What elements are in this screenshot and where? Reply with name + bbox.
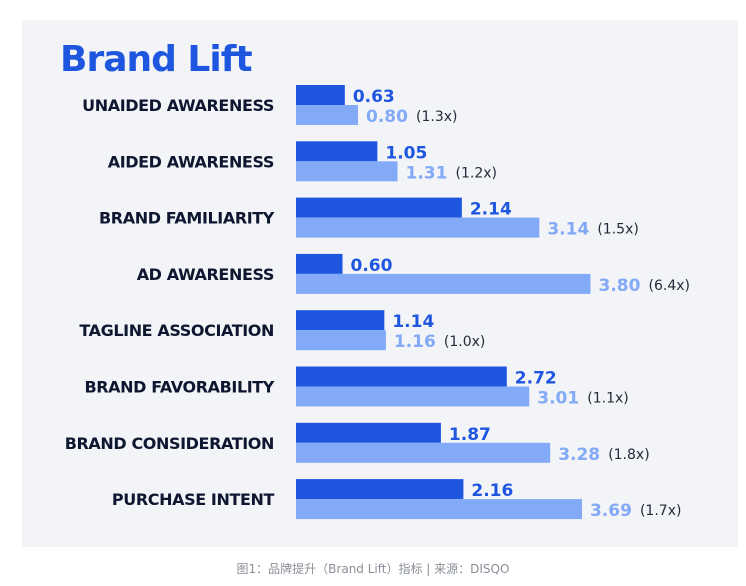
bar-series-b	[296, 499, 582, 520]
bar-series-b	[296, 442, 551, 463]
multiplier-label: (1.2x)	[456, 165, 497, 181]
category-label: AD AWARENESS	[137, 265, 274, 284]
category-label: BRAND FAMILIARITY	[99, 209, 275, 228]
data-label-series-a: 0.63	[353, 87, 395, 107]
data-label-series-b: 3.28	[558, 445, 600, 465]
data-label-series-a: 1.14	[392, 312, 434, 332]
multiplier-label: (1.5x)	[597, 222, 638, 238]
chart-title: Brand Lift	[60, 39, 252, 80]
bar-series-b	[296, 217, 540, 238]
bar-series-b	[296, 386, 530, 407]
bar-series-b	[296, 105, 358, 125]
bar-series-a	[296, 197, 462, 218]
data-label-series-a: 2.16	[471, 481, 513, 501]
category-label: BRAND CONSIDERATION	[65, 434, 274, 453]
bar-series-a	[296, 479, 464, 500]
category-label: BRAND FAVORABILITY	[84, 378, 274, 397]
multiplier-label: (1.7x)	[640, 503, 681, 519]
data-label-series-a: 1.05	[385, 143, 427, 163]
data-label-series-b: 3.14	[547, 220, 589, 240]
multiplier-label: (1.0x)	[444, 334, 485, 350]
bar-series-a	[296, 141, 378, 162]
bar-series-b	[296, 330, 386, 351]
bar-series-b	[296, 161, 398, 182]
bar-series-a	[296, 422, 441, 443]
data-label-series-b: 3.01	[537, 389, 579, 409]
data-label-series-a: 2.72	[515, 369, 557, 389]
data-label-series-b: 3.69	[590, 501, 632, 521]
data-label-series-b: 1.16	[394, 332, 436, 352]
category-label: PURCHASE INTENT	[112, 490, 275, 509]
bar-series-a	[296, 253, 343, 274]
brand-lift-chart: Brand Lift UNAIDED AWARENESS 0.630.80 (1.3…	[60, 39, 690, 521]
data-label-series-a: 1.87	[449, 425, 491, 445]
data-label-series-a: 2.14	[470, 200, 512, 220]
data-label-series-a: 0.60	[351, 256, 393, 276]
bar-series-b	[296, 273, 591, 294]
category-label: AIDED AWARENESS	[108, 152, 274, 171]
multiplier-label: (6.4x)	[649, 278, 690, 294]
data-label-series-b: 1.31	[406, 163, 448, 183]
bar-series-a	[296, 310, 385, 331]
bar-series-a	[296, 366, 507, 387]
category-label: UNAIDED AWARENESS	[82, 96, 274, 115]
multiplier-label: (1.8x)	[608, 447, 649, 463]
figure-caption: 图1：品牌提升（Brand Lift）指标 | 来源：DISQO	[236, 562, 510, 576]
data-label-series-b: 0.80	[366, 107, 408, 127]
bar-series-a	[296, 85, 345, 105]
multiplier-label: (1.1x)	[587, 391, 628, 407]
multiplier-label: (1.3x)	[416, 109, 457, 125]
data-label-series-b: 3.80	[599, 276, 641, 296]
category-label: TAGLINE ASSOCIATION	[79, 321, 274, 340]
